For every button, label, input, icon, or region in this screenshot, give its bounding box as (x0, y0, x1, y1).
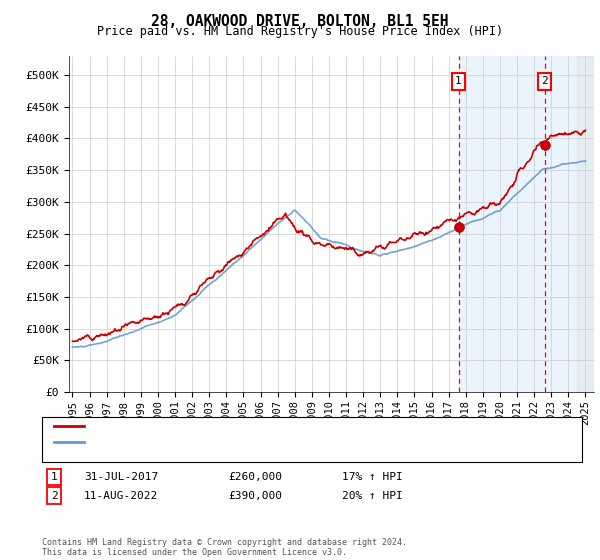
Text: 17% ↑ HPI: 17% ↑ HPI (342, 472, 403, 482)
Text: 1: 1 (50, 472, 58, 482)
Bar (577, 56, 594, 392)
Text: Contains HM Land Registry data © Crown copyright and database right 2024.
This d: Contains HM Land Registry data © Crown c… (42, 538, 407, 557)
Text: 20% ↑ HPI: 20% ↑ HPI (342, 491, 403, 501)
Text: 28, OAKWOOD DRIVE, BOLTON, BL1 5EH (detached house): 28, OAKWOOD DRIVE, BOLTON, BL1 5EH (deta… (93, 421, 412, 431)
Text: 31-JUL-2017: 31-JUL-2017 (84, 472, 158, 482)
Text: £260,000: £260,000 (228, 472, 282, 482)
Text: 1: 1 (455, 76, 462, 86)
Text: 28, OAKWOOD DRIVE, BOLTON, BL1 5EH: 28, OAKWOOD DRIVE, BOLTON, BL1 5EH (151, 14, 449, 29)
Text: 2: 2 (541, 76, 548, 86)
Text: 2: 2 (50, 491, 58, 501)
Bar (458, 56, 594, 392)
Text: 11-AUG-2022: 11-AUG-2022 (84, 491, 158, 501)
Text: Price paid vs. HM Land Registry's House Price Index (HPI): Price paid vs. HM Land Registry's House … (97, 25, 503, 38)
Text: HPI: Average price, detached house, Bolton: HPI: Average price, detached house, Bolt… (93, 437, 355, 447)
Text: £390,000: £390,000 (228, 491, 282, 501)
